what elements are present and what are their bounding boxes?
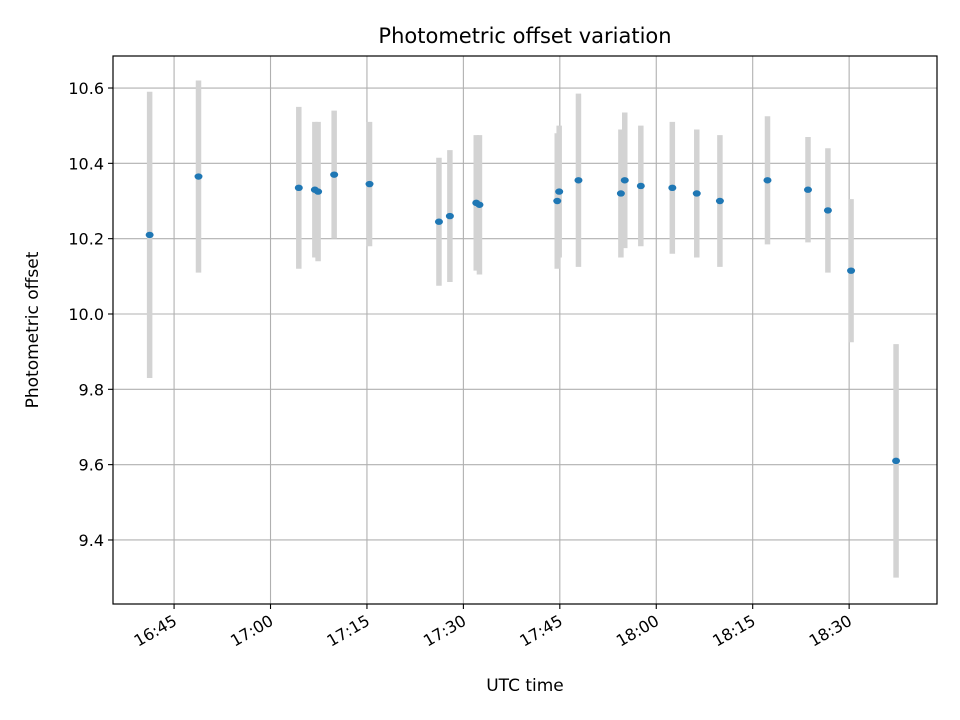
data-point (574, 177, 583, 184)
data-point (616, 190, 625, 197)
data-point (763, 177, 772, 184)
data-point (194, 173, 203, 180)
data-point (803, 186, 812, 193)
y-tick-label: 10.2 (68, 230, 104, 249)
data-point (847, 267, 856, 274)
data-point (314, 188, 323, 195)
data-point (145, 231, 154, 239)
data-point (636, 182, 645, 190)
y-tick-label: 10.0 (68, 305, 104, 324)
data-point (445, 212, 454, 220)
data-point (434, 218, 443, 225)
y-tick-label: 9.4 (79, 531, 104, 550)
data-point (692, 190, 701, 197)
data-point (553, 197, 562, 205)
data-point (823, 207, 832, 214)
data-point (330, 171, 339, 178)
data-point (668, 184, 677, 192)
y-axis-label: Photometric offset (23, 251, 43, 408)
grid (113, 56, 937, 604)
y-tick-label: 10.6 (68, 79, 104, 98)
data-point (892, 457, 901, 465)
data-point (555, 188, 564, 195)
x-axis-label: UTC time (486, 676, 564, 696)
data-point (715, 197, 724, 205)
chart-title: Photometric offset variation (378, 24, 671, 48)
data-point (365, 180, 374, 188)
y-tick-label: 9.8 (79, 380, 104, 399)
plot-frame (112, 55, 938, 605)
data-point (294, 184, 303, 192)
data-point (475, 201, 484, 208)
data-point (620, 177, 629, 184)
y-tick-label: 10.4 (68, 154, 104, 173)
data-points (145, 171, 901, 465)
y-tick-label: 9.6 (79, 456, 104, 475)
